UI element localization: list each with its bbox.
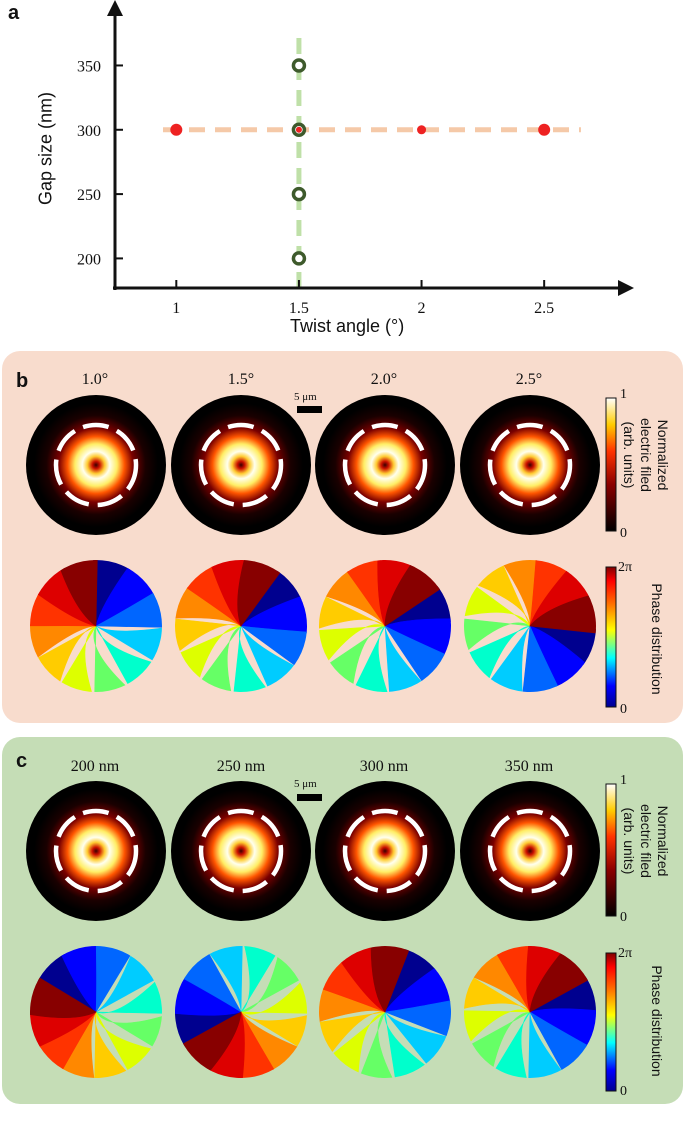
panel-b-letter: b (16, 370, 29, 392)
scale-bar (297, 406, 322, 413)
intensity-map-4 (460, 395, 600, 535)
column-label-3: 2.0° (370, 371, 398, 388)
y-tick-label: 200 (77, 251, 101, 268)
x-tick-label: 2.5 (534, 300, 554, 317)
phase-colorbar-max: 2π (618, 946, 633, 961)
phase-colorbar-label: Phase distribution (649, 583, 665, 695)
intensity-colorbar-min: 0 (620, 910, 627, 925)
intensity-colorbar-label-line2: electric filed (638, 804, 654, 878)
phase-map-2 (160, 931, 322, 1093)
data-point-gap-sweep (291, 58, 307, 73)
intensity-map-3 (315, 781, 455, 921)
phase-map-4 (458, 554, 602, 698)
phase-colorbar (605, 566, 617, 708)
phase-colorbar (605, 952, 617, 1092)
phase-sector (521, 625, 565, 698)
column-label-1: 200 nm (70, 758, 120, 775)
data-point-twist-sweep (170, 123, 183, 136)
intensity-colorbar (605, 397, 617, 532)
scatter-chart: 1 1.5 2 2.5 200 250 300 350 (77, 0, 634, 317)
intensity-colorbar-max: 1 (620, 387, 627, 402)
column-label-1: 1.0° (81, 371, 109, 388)
data-point-gap-sweep (291, 186, 307, 202)
y-tick-label: 250 (77, 187, 101, 204)
data-point-twist-sweep (538, 123, 551, 136)
panel-c-maps (15, 737, 617, 1093)
intensity-colorbar-label-line1: Normalized (655, 805, 671, 877)
intensity-map-1 (26, 781, 166, 921)
y-tick-label: 350 (77, 58, 101, 75)
scale-bar (297, 794, 322, 801)
column-label-2: 250 nm (216, 758, 266, 775)
column-label-4: 350 nm (504, 758, 554, 775)
panel-a-letter: a (8, 2, 20, 24)
phase-colorbar-min: 0 (620, 1084, 627, 1099)
phase-map-3 (304, 931, 466, 1093)
panel-c-letter: c (16, 750, 28, 772)
phase-colorbar-min: 0 (620, 702, 627, 717)
data-point-twist-sweep (295, 126, 302, 133)
x-tick-label: 2 (418, 300, 426, 317)
y-axis-arrow (107, 0, 123, 16)
phase-colorbar-label: Phase distribution (649, 965, 665, 1077)
phase-map-3 (304, 545, 466, 707)
intensity-map-3 (315, 395, 455, 535)
phase-map-1 (15, 931, 177, 1093)
x-axis-arrow (618, 280, 634, 296)
intensity-colorbar-label-line3: (arb. units) (621, 807, 637, 875)
intensity-colorbar-max: 1 (620, 773, 627, 788)
intensity-map-4 (460, 781, 600, 921)
intensity-colorbar-min: 0 (620, 526, 627, 541)
intensity-map-2 (171, 395, 311, 535)
x-axis-label: Twist angle (°) (290, 316, 405, 336)
y-axis-label: Gap size (nm) (35, 91, 56, 206)
phase-map-2 (160, 545, 322, 707)
intensity-colorbar-label-line2: electric filed (638, 418, 654, 492)
y-tick-label: 300 (77, 123, 101, 140)
phase-colorbar-max: 2π (618, 560, 633, 575)
intensity-colorbar (605, 783, 617, 917)
data-point-twist-sweep (417, 125, 427, 135)
scale-bar-label: 5 μm (294, 778, 317, 790)
intensity-colorbar-label-line1: Normalized (655, 419, 671, 491)
panel-b-maps (0, 351, 617, 708)
x-tick-label: 1 (172, 300, 180, 317)
phase-map-1 (30, 560, 162, 692)
intensity-colorbar-label-line3: (arb. units) (621, 421, 637, 489)
intensity-map-2 (171, 781, 311, 921)
column-label-2: 1.5° (227, 371, 255, 388)
data-point-gap-sweep (291, 251, 307, 266)
scale-bar-label: 5 μm (294, 391, 317, 403)
x-tick-label: 1.5 (289, 300, 309, 317)
intensity-map-1 (26, 395, 166, 535)
column-label-3: 300 nm (359, 758, 409, 775)
column-label-4: 2.5° (515, 371, 543, 388)
